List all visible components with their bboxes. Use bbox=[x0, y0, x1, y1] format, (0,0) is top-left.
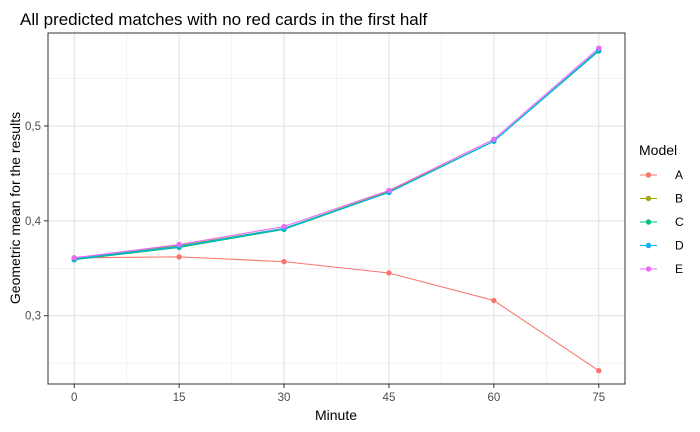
data-point-E bbox=[596, 45, 602, 51]
data-point-E bbox=[386, 187, 392, 194]
data-point-E bbox=[281, 223, 287, 230]
data-point-A bbox=[176, 254, 182, 260]
legend-label: B bbox=[675, 192, 683, 206]
legend-label: D bbox=[675, 239, 684, 253]
data-point-E bbox=[71, 255, 77, 261]
x-tick-label: 30 bbox=[278, 392, 291, 404]
legend-label: E bbox=[675, 262, 683, 276]
x-tick-label: 60 bbox=[487, 392, 500, 404]
legend-key-point bbox=[645, 172, 652, 178]
y-tick-label: 0,4 bbox=[25, 216, 42, 228]
series-line-A bbox=[74, 256, 600, 372]
x-tick-label: 45 bbox=[383, 392, 396, 404]
data-point-A bbox=[596, 368, 602, 374]
legend-item-E: E bbox=[640, 262, 683, 276]
x-tick-label: 15 bbox=[173, 392, 186, 404]
legend-key-point bbox=[645, 219, 652, 225]
grid-lines bbox=[48, 33, 625, 384]
y-axis-title: Geometric mean for the results bbox=[7, 112, 23, 304]
series-line-E bbox=[74, 47, 600, 259]
chart-title: All predicted matches with no red cards … bbox=[20, 10, 428, 29]
legend-item-A: A bbox=[640, 168, 683, 182]
data-point-E bbox=[176, 241, 182, 248]
legend-title: Model bbox=[639, 142, 677, 158]
x-axis-title: Minute bbox=[315, 407, 357, 423]
legend-key-point bbox=[645, 266, 652, 272]
legend-label: C bbox=[675, 215, 684, 229]
axes: 0 15 30 45 60 75 0,3 0,4 0,5 bbox=[25, 32, 626, 404]
legend-item-B: B bbox=[640, 192, 683, 206]
x-tick-label: 75 bbox=[592, 392, 605, 404]
series-line-D bbox=[74, 49, 600, 260]
legend-key-point bbox=[645, 242, 652, 249]
data-point-A bbox=[281, 258, 287, 265]
x-tick-label: 0 bbox=[71, 392, 77, 404]
panel-border bbox=[47, 32, 626, 385]
legend-key-point bbox=[645, 195, 652, 202]
legend-item-C: C bbox=[640, 215, 684, 229]
data-point-A bbox=[491, 297, 497, 304]
data-point-E bbox=[491, 136, 497, 142]
data-point-A bbox=[386, 270, 392, 276]
legend-label: A bbox=[675, 168, 683, 182]
legend-item-D: D bbox=[640, 239, 684, 253]
y-tick-label: 0,3 bbox=[25, 311, 41, 323]
series-layer bbox=[71, 45, 602, 374]
y-tick-label: 0,5 bbox=[25, 121, 41, 133]
